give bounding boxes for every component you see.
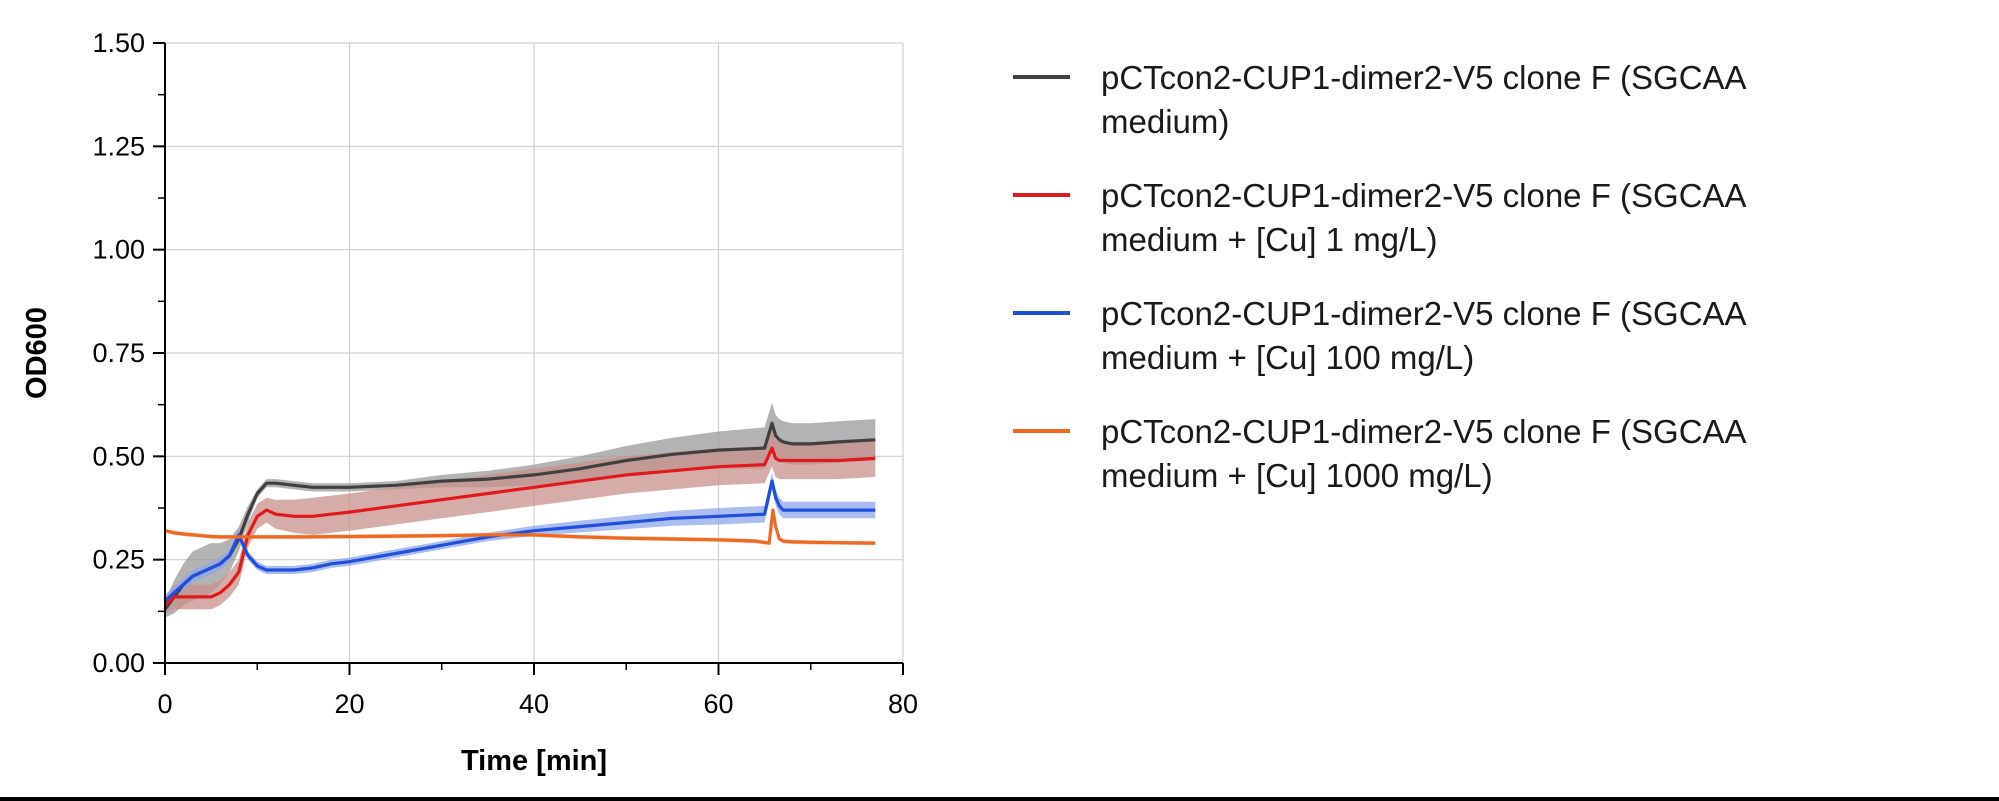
x-tick-label: 60	[703, 689, 733, 719]
legend: pCTcon2-CUP1-dimer2-V5 clone F (SGCAA med…	[1013, 59, 1747, 494]
series-2-band	[165, 429, 876, 614]
series-4-line	[164, 508, 876, 545]
ticks: 0 20 40 60 80 0.00 0.25 0.50 0.75 1.00 1.25 1.50	[92, 28, 918, 719]
series-lines	[163, 421, 876, 611]
legend-label-4: medium + [Cu] 1000 mg/L)	[1101, 457, 1493, 494]
y-axis-title: OD600	[21, 307, 53, 399]
y-tick-label: 0.00	[92, 648, 145, 678]
x-tick-label: 0	[157, 689, 172, 719]
y-tick-label: 0.50	[92, 441, 145, 471]
legend-label-1: pCTcon2-CUP1-dimer2-V5 clone F (SGCAA	[1101, 59, 1747, 96]
x-tick-label: 20	[334, 689, 364, 719]
bottom-divider	[0, 797, 1999, 801]
legend-label-3: pCTcon2-CUP1-dimer2-V5 clone F (SGCAA	[1101, 295, 1747, 332]
x-tick-label: 40	[519, 689, 549, 719]
y-tick-label: 1.00	[92, 235, 145, 265]
y-tick-label: 1.50	[92, 28, 145, 58]
y-tick-label: 0.25	[92, 545, 145, 575]
grid	[165, 42, 904, 663]
legend-label-3: medium + [Cu] 100 mg/L)	[1101, 339, 1474, 376]
series-3-line	[163, 479, 876, 603]
y-tick-label: 0.75	[92, 338, 145, 368]
legend-label-1: medium)	[1101, 103, 1229, 140]
series-2-line	[163, 446, 876, 607]
y-tick-label: 1.25	[92, 131, 145, 161]
legend-label-4: pCTcon2-CUP1-dimer2-V5 clone F (SGCAA	[1101, 413, 1747, 450]
x-tick-label: 80	[888, 689, 918, 719]
x-axis-title: Time [min]	[461, 745, 607, 777]
legend-label-2: pCTcon2-CUP1-dimer2-V5 clone F (SGCAA	[1101, 177, 1747, 214]
legend-label-2: medium + [Cu] 1 mg/L)	[1101, 221, 1438, 258]
